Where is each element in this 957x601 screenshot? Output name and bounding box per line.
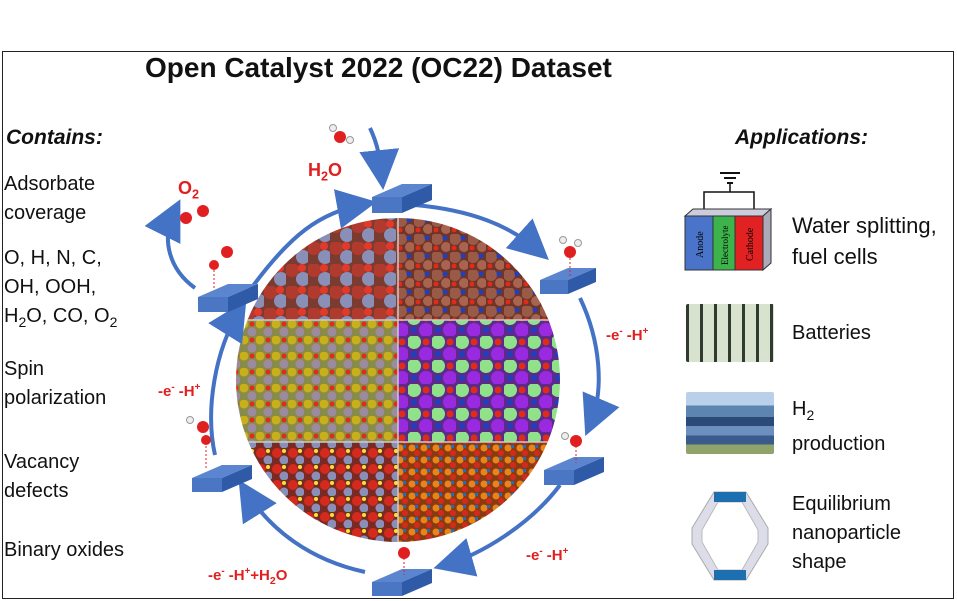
vacancy-defects-label: Vacancy defects: [4, 451, 80, 502]
water-splitting-label: Water splitting, fuel cells: [792, 213, 937, 269]
h2o-label: H2O: [308, 160, 343, 184]
step-label-bottom-right: -e- -H+: [526, 546, 569, 564]
o2-label: O2: [178, 178, 200, 202]
nanoparticle-label: Equilibrium nanoparticle shape: [792, 493, 901, 573]
spin-polarization-label: Spin polarization: [4, 358, 107, 409]
adsorbate-coverage-label: Adsorbate coverage: [4, 173, 96, 224]
solar-panels-photo: [686, 392, 774, 454]
batteries-label: Batteries: [792, 322, 871, 344]
figure-title: Open Catalyst 2022 (OC22) Dataset: [145, 52, 612, 83]
step-label-bottom: -e- -H++H2O: [208, 566, 288, 587]
batteries-photo: [686, 304, 774, 362]
applications-heading: Applications:: [735, 126, 869, 149]
step-label-right: -e- -H+: [606, 326, 649, 344]
h2-production-label: H2 production: [792, 398, 886, 455]
binary-oxides-label: Binary oxides: [4, 539, 125, 561]
step-label-left: -e- -H+: [158, 382, 201, 400]
anode-label: Anode: [695, 231, 706, 258]
catalyst-slabs: [192, 184, 604, 596]
adsorbate-molecules: [180, 124, 582, 575]
contains-heading: Contains:: [6, 126, 103, 149]
cathode-label: Cathode: [745, 227, 756, 261]
figure-frame: [2, 51, 954, 599]
fuel-cell-icon: Anode Electrolyte Cathode: [683, 172, 773, 272]
electrolyte-label: Electrolyte: [720, 226, 730, 265]
nanoparticle-shape-icon: [691, 491, 769, 581]
cycle-arrows: [144, 127, 620, 577]
surface-structures-circle: [236, 218, 560, 542]
species-list: O, H, N, C, OH, OOH, H2O, CO, O2: [4, 247, 118, 330]
